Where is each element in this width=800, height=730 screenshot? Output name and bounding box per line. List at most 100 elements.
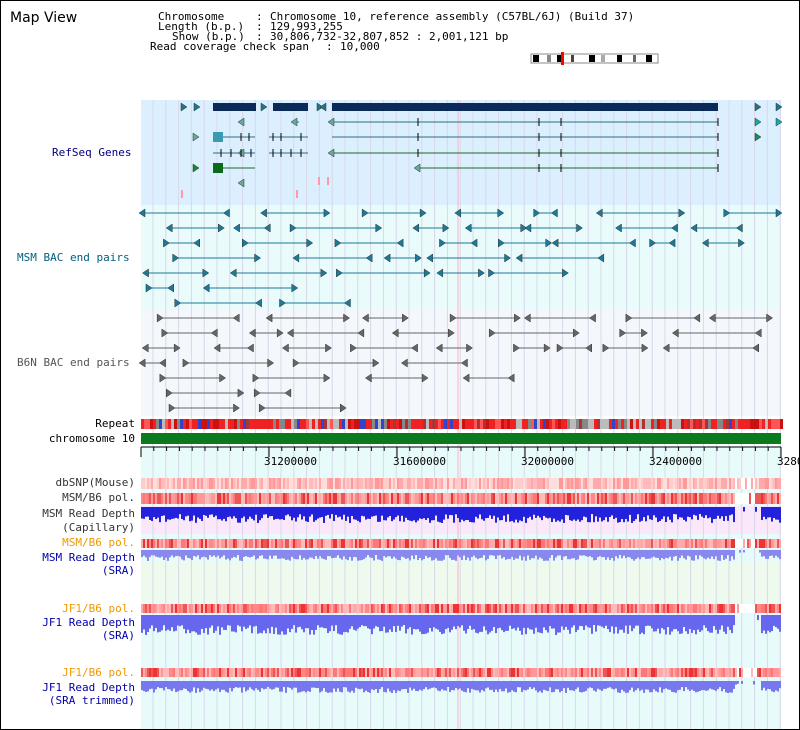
heat-cell [545,478,547,489]
heat-cell [563,668,565,677]
heat-cell [651,604,653,613]
depth-bar [589,550,591,557]
depth-bar [561,615,563,627]
depth-bar [317,681,319,689]
heat-cell [361,478,363,489]
heat-cell [403,493,405,504]
depth-bar [409,550,411,561]
gene-arrow-icon [173,343,181,353]
heat-cell [415,604,417,613]
heat-cell [633,493,635,504]
heat-cell [311,604,313,613]
depth-bar [479,507,481,515]
gene-arrow-icon [375,223,383,233]
depth-bar [545,507,547,518]
depth-bar [341,681,343,693]
depth-bar [655,507,657,518]
depth-bar [645,615,647,627]
heat-cell [183,493,185,504]
heat-cell [679,478,681,489]
heat-cell [757,478,759,489]
heat-cell [481,668,483,677]
heat-cell [557,539,559,548]
heat-cell [599,493,601,504]
track-label-b6n-bac[interactable]: B6N BAC end pairs [17,356,130,369]
depth-bar [191,550,193,561]
heat-cell [723,539,725,548]
heat-cell [377,539,379,548]
depth-bar [381,615,383,631]
depth-bar [427,681,429,690]
depth-bar [761,550,763,557]
heat-cell [269,604,271,613]
track-label-refseq[interactable]: RefSeq Genes [52,146,132,159]
heat-cell [343,539,345,548]
depth-bar [147,550,149,561]
heat-cell [513,493,515,504]
depth-bar [769,507,771,518]
depth-bar [665,507,667,523]
depth-bar [147,507,149,517]
repeat-segment [198,419,201,429]
depth-bar [485,615,487,631]
heat-cell [149,668,151,677]
depth-bar [427,615,429,633]
heat-cell [355,539,357,548]
axis-tick-label: 32000000 [521,455,574,468]
heat-cell [209,604,211,613]
heat-cell [421,604,423,613]
repeat-segment [141,419,144,429]
heat-cell [185,539,187,548]
heat-cell [477,478,479,489]
heat-cell [645,539,647,548]
axis-tick-label: 31200000 [264,455,317,468]
depth-bar [363,615,365,627]
heat-cell [581,539,583,548]
depth-bar [715,550,717,557]
repeat-segment [762,419,765,429]
heat-cell [467,668,469,677]
heat-cell [529,668,531,677]
heat-cell [325,539,327,548]
depth-bar [487,615,489,635]
depth-bar [741,681,743,684]
depth-bar [189,681,191,693]
repeat-segment [498,419,501,429]
depth-bar [465,507,467,521]
heat-cell [315,668,317,677]
gene-arrow-icon [223,208,230,218]
heat-cell [667,539,669,548]
heat-cell [693,668,695,677]
gene-arrow-icon [448,328,455,338]
depth-bar [671,550,673,561]
depth-bar [147,615,149,633]
heat-cell [601,604,603,613]
depth-bar [313,681,315,688]
repeat-segment [213,419,216,429]
track-label-msm-bac[interactable]: MSM BAC end pairs [17,251,130,264]
depth-bar [297,507,299,518]
depth-bar [163,681,165,691]
depth-bar [283,681,285,688]
depth-bar [537,507,539,516]
depth-bar [695,615,697,635]
heat-cell [675,668,677,677]
repeat-segment [408,419,411,429]
heat-cell [189,493,191,504]
heat-cell [715,668,717,677]
heat-cell [553,604,555,613]
heat-cell [443,539,445,548]
depth-bar [183,615,185,629]
depth-bar [165,507,167,522]
heat-cell [449,493,451,504]
depth-bar [219,615,221,635]
depth-bar [233,681,235,689]
depth-bar [661,615,663,629]
depth-bar [597,550,599,558]
length-value: 129,993,255 [270,20,343,33]
gene-arrow-icon [161,328,169,338]
heat-cell [493,668,495,677]
repeat-segment [660,419,663,429]
heat-cell [753,604,755,613]
